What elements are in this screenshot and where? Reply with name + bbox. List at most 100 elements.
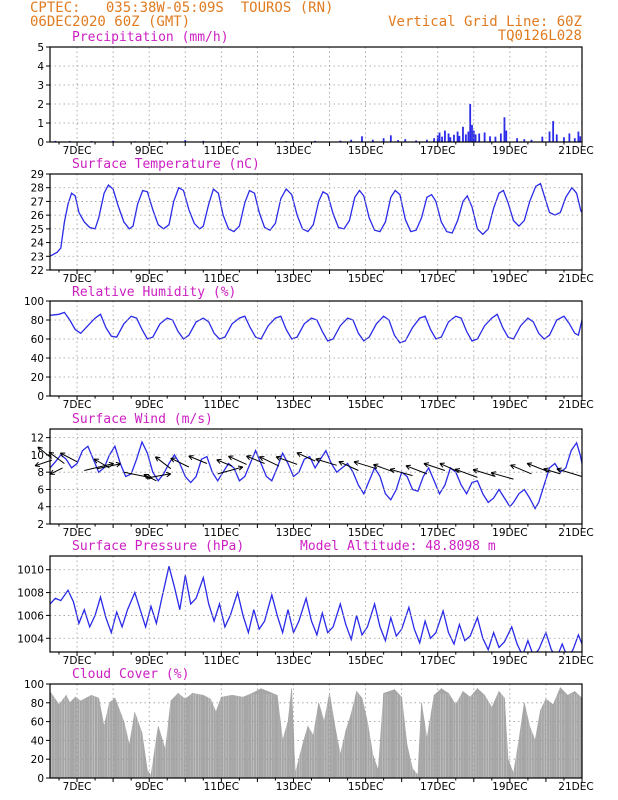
cloud-cover-area [340, 730, 347, 778]
x-tick-label: 21DEC [558, 655, 593, 667]
y-tick-label: 20 [31, 754, 44, 766]
y-tick-label: 28 [31, 183, 44, 195]
x-tick-label: 13DEC [276, 527, 311, 539]
temperature-panel: Surface Temperature (nC) 222324252627282… [31, 157, 594, 285]
cloud-cover-area [406, 745, 413, 778]
cloud-cover-area [307, 725, 314, 778]
cloud-cover-area [491, 691, 500, 778]
plot-area [50, 687, 582, 778]
y-tick-label: 23 [31, 251, 44, 263]
wind-arrow [217, 465, 244, 475]
wind-arrow [96, 461, 122, 470]
x-tick-label: 21DEC [558, 781, 593, 793]
precipitation-bar [579, 136, 582, 142]
y-tick-label: 80 [31, 315, 44, 327]
precipitation-bar [474, 134, 477, 142]
x-tick-label: 13DEC [276, 145, 311, 157]
cloud-cover-area [170, 692, 179, 778]
cloud-cover-area [372, 754, 379, 778]
wind-arrow [472, 468, 496, 477]
x-tick-label: 15DEC [348, 655, 383, 667]
precipitation-bar [548, 131, 551, 142]
cloud-cover-area [350, 691, 357, 778]
cloud-cover-area [294, 745, 303, 778]
x-tick-label: 9DEC [135, 399, 164, 411]
precipitation-bar [449, 137, 452, 142]
y-tick-label: 24 [31, 238, 45, 250]
precipitation-bar [361, 136, 363, 142]
y-tick-label: 25 [31, 224, 44, 236]
wind-arrow [59, 452, 78, 463]
plot-frame [49, 683, 583, 779]
precipitation-bar [426, 139, 428, 142]
cloud-cover-area [215, 697, 222, 778]
cloud-cover-area [484, 694, 493, 778]
cloud-cover-area [441, 688, 449, 778]
precipitation-bar [503, 117, 506, 142]
x-tick-label: 19DEC [492, 273, 527, 285]
cloud-cover-area [91, 694, 99, 778]
model-altitude: Model Altitude: 48.8098 m [300, 539, 496, 554]
wind-arrow [353, 460, 377, 470]
x-tick-label: 21DEC [558, 399, 593, 411]
x-tick-label: 9DEC [135, 527, 164, 539]
plot-frame [49, 300, 583, 397]
precipitation-bar [499, 133, 502, 142]
y-tick-label: 4 [37, 61, 44, 73]
y-tick-label: 1004 [17, 633, 44, 645]
precipitation-bar [552, 121, 555, 142]
precipitation-bar [415, 140, 417, 142]
y-tick-label: 0 [37, 391, 44, 403]
cloud-cover-area [50, 690, 60, 778]
wind-arrow [389, 467, 413, 477]
cloud-cover-area [242, 692, 253, 778]
grid-line-note: Vertical Grid Line: 60Z [388, 14, 582, 30]
wind-title: Surface Wind (m/s) [72, 412, 213, 427]
x-tick-label: 17DEC [420, 527, 455, 539]
x-tick-label: 7DEC [63, 273, 92, 285]
cloud-cover-area [394, 688, 402, 778]
precipitation-bar [577, 131, 580, 142]
y-tick-label: 0 [37, 773, 44, 785]
precipitation-bar [438, 132, 441, 142]
x-tick-label: 21DEC [558, 145, 593, 157]
wind-arrow [228, 455, 247, 465]
precipitation-bar [541, 136, 544, 142]
precipitation-bar [382, 138, 385, 142]
y-tick-label: 100 [24, 296, 44, 308]
x-tick-label: 19DEC [492, 399, 527, 411]
y-tick-label: 10 [31, 450, 44, 462]
wind-arrow [93, 458, 110, 469]
temperature-title: Surface Temperature (nC) [72, 157, 260, 172]
precipitation-bar [389, 135, 392, 142]
wind-arrow [315, 457, 337, 466]
y-tick-label: 4 [37, 502, 44, 514]
x-tick-label: 7DEC [63, 399, 92, 411]
x-tick-label: 15DEC [348, 781, 383, 793]
cloud-cover-area [267, 691, 278, 778]
cloud-cover-area [545, 698, 554, 778]
model-name: TQ0126L028 [498, 28, 582, 44]
y-tick-label: 1006 [17, 610, 44, 622]
plot-area [50, 311, 582, 344]
cloud-cover-area [302, 726, 309, 778]
y-tick-label: 2 [37, 519, 44, 531]
x-tick-label: 9DEC [135, 655, 164, 667]
station-header: CPTEC: 035:38W-05:09S TOUROS (RN) [30, 0, 333, 16]
y-tick-label: 60 [31, 717, 44, 729]
cloud-cover-area [129, 712, 136, 778]
x-tick-label: 7DEC [63, 655, 92, 667]
wind-arrow [490, 471, 514, 480]
plot-frame [49, 46, 583, 143]
precipitation-bar [464, 134, 467, 142]
cloud-cover-area [177, 692, 186, 778]
y-tick-label: 40 [31, 353, 44, 365]
x-tick-label: 13DEC [276, 273, 311, 285]
cloud-cover-area [401, 697, 408, 778]
cloud-cover-area [150, 726, 159, 778]
cloud-cover-panel: Cloud Cover (%) 0 20 40 60 80 100 7DEC 9DEC 11DE… [24, 667, 594, 793]
precipitation-bar [573, 138, 576, 142]
precipitation-bar [483, 132, 486, 142]
series-line [50, 311, 582, 344]
wind-arrow [296, 452, 316, 462]
